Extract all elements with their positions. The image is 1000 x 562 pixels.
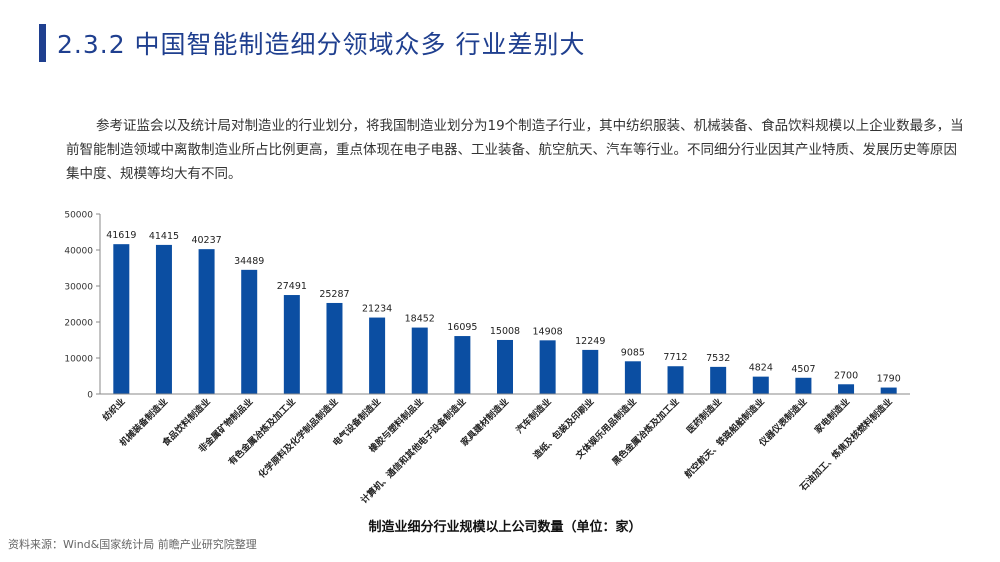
bar: [198, 249, 215, 394]
bar-value-label: 1790: [877, 374, 901, 385]
category-label: 纺织业: [100, 396, 128, 424]
bar: [411, 327, 428, 394]
category-label: 航空航天、铁路船舶制造业: [682, 396, 767, 481]
bar-value-label: 14908: [533, 326, 563, 337]
bar: [326, 302, 343, 394]
bar: [880, 387, 897, 394]
bar-value-label: 4824: [749, 363, 773, 374]
bar-value-label: 9085: [621, 347, 645, 358]
bar: [795, 377, 812, 394]
page-title: 2.3.2 中国智能制造细分领域众多 行业差别大: [57, 30, 586, 59]
x-axis-title: 制造业细分行业规模以上公司数量（单位：家）: [368, 519, 641, 535]
bar-value-label: 12249: [575, 336, 605, 347]
bar: [539, 340, 556, 394]
bar-value-label: 21234: [362, 304, 392, 315]
bar: [283, 295, 300, 394]
bar: [838, 384, 855, 394]
bar: [624, 361, 641, 394]
y-tick-label: 10000: [64, 355, 93, 365]
bar-value-label: 27491: [277, 281, 307, 292]
bar-value-label: 4507: [791, 364, 815, 375]
bar-value-label: 41415: [149, 231, 179, 242]
category-label: 黑色金属冶炼及加工业: [610, 396, 682, 468]
category-label: 医药制造业: [684, 396, 724, 436]
bar: [113, 244, 130, 394]
bar: [710, 366, 727, 394]
category-label: 化学原料及化学制品制造业: [256, 396, 341, 481]
y-tick-label: 0: [87, 391, 93, 401]
bar: [752, 376, 769, 394]
y-tick-label: 30000: [64, 283, 93, 293]
bar: [497, 339, 513, 394]
bar-value-label: 40237: [191, 235, 221, 246]
bar: [369, 317, 386, 394]
bar: [582, 349, 599, 394]
bar: [155, 244, 172, 394]
title-accent-bar: [39, 24, 46, 62]
bar-value-label: 18452: [405, 314, 435, 325]
y-tick-label: 20000: [64, 319, 93, 329]
intro-paragraph: 参考证监会以及统计局对制造业的行业划分，将我国制造业划分为19个制造子行业，其中…: [66, 118, 964, 182]
bar-value-label: 2700: [834, 370, 858, 381]
bar: [667, 366, 684, 394]
category-label: 家电制造业: [812, 396, 852, 436]
bar-value-label: 16095: [447, 322, 477, 333]
bar: [454, 336, 471, 394]
bar-value-label: 25287: [319, 289, 349, 300]
bar-value-label: 7532: [706, 353, 730, 364]
bar-value-label: 15008: [490, 326, 520, 337]
bar-value-label: 41619: [106, 230, 136, 241]
source-note: 资料来源：Wind&国家统计局 前瞻产业研究院整理: [8, 538, 257, 551]
category-label: 汽车制造业: [513, 396, 553, 436]
y-tick-label: 40000: [64, 247, 93, 257]
bar-value-label: 7712: [663, 352, 687, 363]
bar: [241, 269, 258, 394]
y-tick-label: 50000: [64, 211, 93, 221]
bar-value-label: 34489: [234, 256, 264, 267]
